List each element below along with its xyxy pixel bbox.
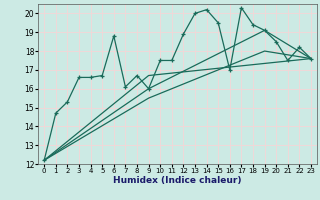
X-axis label: Humidex (Indice chaleur): Humidex (Indice chaleur): [113, 176, 242, 185]
